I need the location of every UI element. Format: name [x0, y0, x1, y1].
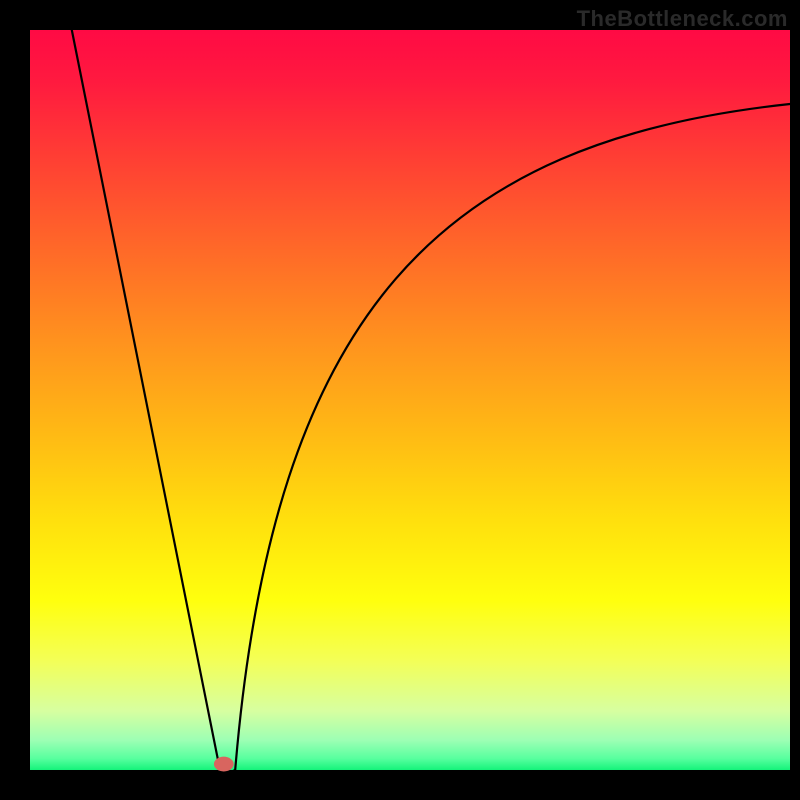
bottleneck-chart	[0, 0, 800, 800]
chart-background	[30, 30, 790, 770]
watermark-text: TheBottleneck.com	[577, 6, 788, 32]
minimum-marker	[214, 757, 234, 772]
